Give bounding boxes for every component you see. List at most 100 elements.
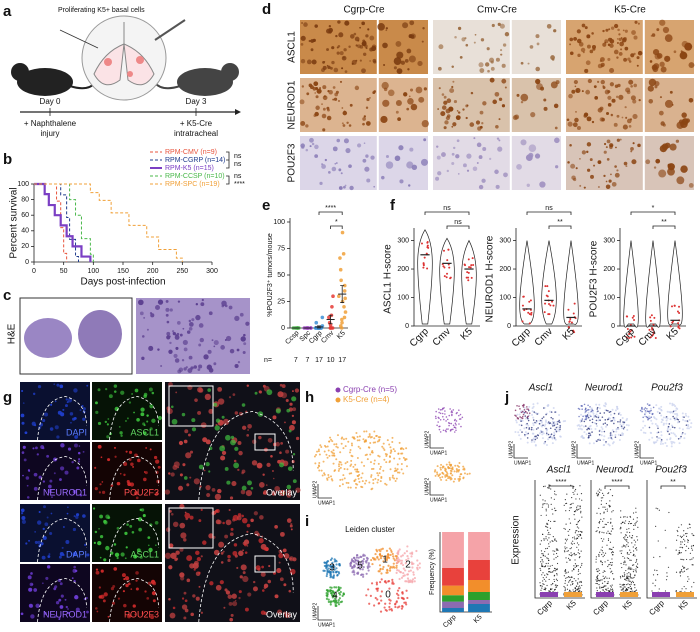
- cell-point: [683, 538, 685, 540]
- tumor-outline: [109, 396, 159, 441]
- micrograph: [378, 136, 428, 190]
- cell-point: [623, 537, 625, 539]
- cell-point: [677, 553, 679, 555]
- cell: [393, 57, 402, 65]
- cell-point: [569, 579, 572, 581]
- umap-point: [329, 565, 332, 568]
- cell: [65, 540, 70, 544]
- cell: [364, 166, 370, 172]
- cell: [169, 612, 176, 619]
- cell: [554, 126, 558, 130]
- umap-point: [373, 430, 376, 433]
- cell-point: [564, 572, 567, 574]
- umap-point: [339, 590, 342, 594]
- cell: [359, 26, 361, 29]
- umap-point: [334, 469, 337, 472]
- step-label: + K5-Cre: [180, 119, 213, 128]
- umap-point: [602, 438, 605, 441]
- umap-point: [648, 417, 651, 420]
- cell: [198, 323, 204, 328]
- umap-point: [615, 405, 618, 408]
- cell-point: [631, 590, 633, 592]
- umap-point: [534, 421, 536, 424]
- cell: [591, 32, 594, 35]
- umap-point: [558, 421, 561, 423]
- cell-point: [580, 537, 583, 539]
- cell-point: [612, 528, 614, 530]
- cell-point: [602, 555, 604, 558]
- cell: [22, 402, 25, 404]
- umap-point: [380, 590, 384, 593]
- cell: [46, 454, 50, 458]
- cell: [408, 95, 411, 98]
- cell-point: [565, 577, 567, 579]
- umap-point: [401, 563, 405, 567]
- umap-point: [526, 441, 529, 444]
- tumor-outline: [37, 578, 87, 623]
- cell: [151, 591, 157, 596]
- umap-point: [358, 439, 361, 442]
- dot: [467, 271, 470, 274]
- cell-point: [545, 587, 547, 590]
- x-tick-label: Cmv: [533, 326, 555, 348]
- umap-point: [523, 427, 526, 430]
- umap-point: [326, 571, 329, 574]
- dot: [342, 289, 347, 293]
- cell: [207, 349, 212, 354]
- umap-point: [373, 462, 376, 465]
- umap-point: [325, 597, 329, 600]
- cell-point: [578, 498, 581, 500]
- umap-point: [366, 557, 369, 560]
- cell: [198, 343, 202, 347]
- cell: [188, 326, 193, 331]
- umap-point: [589, 406, 591, 408]
- umap-point: [590, 407, 593, 410]
- umap-point: [442, 465, 445, 468]
- cell-point: [689, 523, 691, 526]
- cell: [58, 555, 62, 559]
- cell: [214, 425, 220, 431]
- cell-point: [689, 552, 691, 554]
- umap-point: [660, 405, 663, 408]
- cell: [535, 34, 540, 39]
- umap-point: [585, 415, 588, 417]
- umap-point: [445, 428, 448, 430]
- cell: [573, 80, 578, 85]
- violin-fill: [596, 592, 614, 597]
- dot: [678, 327, 681, 330]
- umap-point: [389, 456, 392, 459]
- cell: [243, 539, 250, 545]
- dot: [629, 330, 632, 333]
- cell: [615, 146, 617, 149]
- channel-label: POU2F3: [124, 609, 159, 619]
- umap-point: [361, 568, 364, 571]
- legend-label: RPM-K5 (n=15): [165, 165, 214, 172]
- umap-point: [392, 562, 395, 565]
- cell: [200, 555, 203, 558]
- umap-point: [643, 415, 646, 418]
- cell: [637, 50, 643, 56]
- cell-point: [626, 573, 628, 575]
- umap-point: [379, 580, 382, 584]
- umap-point: [359, 568, 362, 571]
- umap-point: [618, 439, 621, 442]
- umap-point: [323, 450, 326, 453]
- cell: [382, 42, 388, 49]
- cell: [189, 515, 194, 520]
- umap-point: [619, 434, 622, 436]
- cell: [143, 431, 147, 435]
- umap-point: [367, 569, 370, 572]
- dot: [625, 315, 628, 318]
- umap-point: [377, 474, 380, 477]
- cell-point: [572, 583, 574, 585]
- cell: [385, 27, 388, 30]
- cell: [680, 51, 685, 55]
- cell-point: [566, 547, 568, 549]
- cell: [98, 595, 102, 599]
- cell-point: [579, 534, 582, 536]
- cell: [31, 421, 36, 426]
- umap-point: [676, 407, 679, 410]
- umap-point: [409, 552, 412, 555]
- cell-point: [628, 567, 630, 569]
- umap-point: [597, 439, 599, 441]
